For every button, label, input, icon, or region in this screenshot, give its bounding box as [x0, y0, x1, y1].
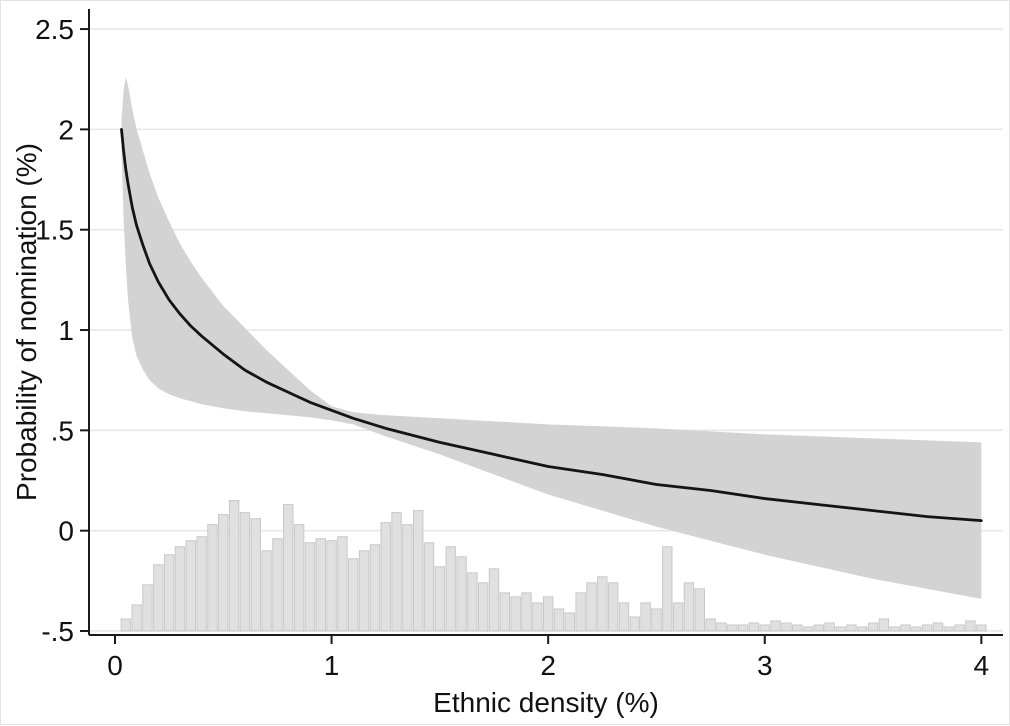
histogram-bar: [434, 566, 446, 632]
histogram-bar: [196, 536, 207, 632]
histogram-bar: [932, 622, 944, 632]
x-tick-label: 3: [757, 650, 773, 681]
x-tick-label: 1: [324, 650, 340, 681]
histogram-bar: [651, 608, 662, 632]
histogram-bar: [607, 582, 619, 632]
histogram-bar: [618, 602, 630, 632]
histogram-bar: [315, 538, 326, 632]
histogram-bar: [542, 596, 554, 632]
y-tick-label: 2: [58, 114, 74, 145]
histogram-bar: [586, 582, 597, 632]
histogram-bar: [131, 604, 142, 632]
histogram-bar: [142, 584, 153, 632]
y-tick-label: 1.5: [35, 215, 74, 246]
histogram-bar: [218, 514, 229, 632]
histogram-bar: [976, 624, 987, 632]
histogram-bar: [921, 624, 933, 632]
histogram-bar: [640, 602, 651, 632]
histogram-bar: [120, 618, 132, 632]
histogram-bar: [748, 622, 760, 632]
histogram-bar: [802, 626, 814, 632]
histogram-bar: [683, 582, 695, 632]
histogram-bar: [348, 558, 359, 632]
histogram-bar: [716, 622, 727, 632]
histogram-bar: [954, 624, 965, 632]
x-axis-label: Ethnic density (%): [433, 687, 659, 718]
histogram-bar: [250, 518, 261, 632]
histogram-bar: [965, 620, 976, 632]
x-tick-label: 4: [974, 650, 990, 681]
histogram-bar: [694, 588, 705, 632]
histogram-bar: [846, 624, 857, 632]
histogram-bar: [445, 546, 456, 632]
histogram-bar: [163, 554, 175, 632]
y-tick-label: 2.5: [35, 14, 74, 45]
histogram-bar: [521, 592, 532, 632]
histogram-bar: [283, 504, 294, 632]
histogram-bar: [358, 550, 370, 632]
histogram-bar: [662, 546, 673, 632]
histogram-bar: [174, 546, 186, 632]
histogram-bar: [835, 626, 846, 632]
histogram-bar: [304, 542, 316, 632]
histogram-bar: [293, 524, 305, 632]
histogram-bar: [412, 510, 424, 632]
histogram-bar: [878, 618, 890, 632]
histogram-bar: [456, 556, 467, 632]
histogram-bar: [900, 624, 911, 632]
histogram-bar: [499, 592, 511, 632]
histogram-bar: [813, 624, 825, 632]
histogram-bar: [672, 602, 684, 632]
histogram-bar: [759, 624, 770, 632]
y-axis-label: Probability of nomination (%): [11, 143, 42, 501]
histogram-bar: [228, 500, 240, 632]
histogram-bar: [272, 538, 283, 632]
histogram-bar: [857, 626, 868, 632]
histogram-bar: [207, 524, 218, 632]
histogram-bar: [532, 602, 543, 632]
histogram-bar: [737, 624, 749, 632]
histogram-bar: [185, 540, 197, 632]
histogram-bar: [564, 612, 576, 632]
histogram-bar: [770, 620, 781, 632]
histogram-bar: [889, 626, 900, 632]
histogram-bar: [727, 624, 738, 632]
confidence-band: [121, 77, 982, 599]
histogram-bar: [824, 622, 835, 632]
fitted-line: [120, 127, 983, 523]
histogram-bar: [629, 616, 641, 632]
histogram-bar: [781, 622, 792, 632]
histogram-bar: [337, 536, 348, 632]
x-tick-label: 0: [107, 650, 123, 681]
histogram-bar: [477, 582, 489, 632]
histogram-bar: [867, 622, 879, 632]
histogram-bar: [369, 544, 381, 632]
histogram-bar: [402, 524, 413, 632]
y-tick-label: 0: [58, 516, 74, 547]
y-tick-label: .5: [51, 415, 74, 446]
histogram-bar: [380, 522, 391, 632]
histogram-bar: [553, 608, 565, 632]
y-tick-label: 1: [58, 315, 74, 346]
histogram-bar: [597, 576, 608, 632]
histogram-bar: [575, 592, 586, 632]
histogram-bar: [467, 572, 478, 632]
histogram-bar: [423, 542, 435, 632]
histogram-bar: [705, 618, 716, 632]
histogram-bar: [792, 624, 803, 632]
histogram-bar: [261, 550, 272, 632]
histogram-bar: [943, 626, 955, 632]
histogram-bar: [488, 568, 500, 632]
histogram-bar: [391, 512, 402, 632]
x-tick-label: 2: [540, 650, 556, 681]
histogram-bar: [153, 564, 164, 632]
y-tick-label: -.5: [41, 616, 74, 647]
histogram-bar: [326, 540, 337, 632]
histogram-bar: [911, 626, 922, 632]
histogram-bar: [239, 512, 251, 632]
histogram-bar: [510, 596, 521, 632]
